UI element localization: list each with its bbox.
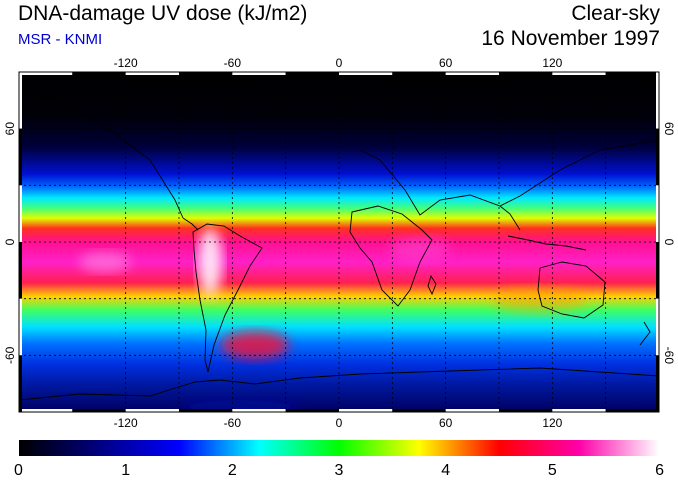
frame-band-top [125,72,179,75]
lon-tick-label-bottom: 120 [542,416,562,430]
frame-band-bottom [605,409,659,412]
south-america-outline [192,223,263,373]
map-title: DNA-damage UV dose (kJ/m2) [18,2,308,25]
lon-tick-label-bottom: -120 [114,416,138,430]
graticule [19,72,659,412]
lon-tick-label-top: 0 [336,56,343,70]
indonesia-outline [507,235,587,251]
frame-band-right [656,128,659,186]
frame-band-right [656,355,659,412]
lon-tick-label-top: -120 [114,56,138,70]
lat-tick-label-left: 60 [3,122,17,136]
north-america-outline [19,91,184,219]
colorbar-tick-label: 5 [548,462,557,479]
map-axes: -120 -120 -60 -60 0 0 60 60 120 120 60 60 0 0 -60 -60 [3,56,676,430]
frame-band-top [285,72,339,75]
frame-band-bottom [392,409,446,412]
frame-band-bottom [339,409,393,412]
frame-band-top [339,72,393,75]
frame-band-bottom [445,409,499,412]
colorbar-tick-label: 4 [441,462,450,479]
frame-band-bottom [125,409,179,412]
colorbar-tick-label: 1 [121,462,130,479]
lat-tick-label-left: 0 [3,238,17,245]
lat-tick-label-left: -60 [3,346,17,364]
frame-band-bottom [232,409,286,412]
lon-tick-label-bottom: 60 [439,416,453,430]
frame-band-top [445,72,499,75]
australia-outline [537,261,606,319]
map-subtitle: MSR - KNMI [18,31,103,48]
colorbar-tick-label: 3 [335,462,344,479]
southeast-asia-outline [499,205,521,231]
frame-band-top [605,72,659,75]
frame-band-right [656,298,659,356]
frame-band-right [656,185,659,242]
africa-outline [349,205,433,307]
frame-band-bottom [72,409,126,412]
colorbar-tick-label: 6 [655,462,664,479]
map-date: 16 November 1997 [481,27,660,50]
frame-band-top [232,72,286,75]
lat-tick-label-right: 60 [662,122,676,136]
map-border [18,71,660,413]
frame-band-left [19,242,22,299]
lat-tick-label-right: 0 [662,239,676,246]
frame-band-top [392,72,446,75]
coastlines [19,91,659,401]
frame-band-bottom [179,409,233,412]
lon-tick-label-bottom: -60 [224,416,242,430]
frame-band-left [19,72,22,129]
frame-band-bottom [499,409,553,412]
sky-condition: Clear-sky [571,2,660,25]
lon-tick-label-bottom: 0 [336,416,343,430]
lon-tick-label-top: 120 [542,56,562,70]
frame-band-right [656,242,659,299]
central-america-outline [182,217,199,231]
frame-band-left [19,355,22,412]
lon-tick-label-top: 60 [439,56,453,70]
lat-tick-label-right: -60 [662,347,676,365]
eurasia-outline [359,139,659,216]
frame-band-top [499,72,553,75]
frame-band-bottom [285,409,339,412]
frame-band-top [552,72,606,75]
frame-band-bottom [552,409,606,412]
madagascar-outline [427,274,437,296]
colorbar-labels: 0 1 2 3 4 5 6 [14,462,664,479]
frame-band-top [179,72,233,75]
lon-tick-label-top: -60 [224,56,242,70]
frame-band-top [19,72,73,75]
colorbar [19,440,659,456]
frame-band-bottom [19,409,73,412]
dose-patches [79,228,588,412]
frame-band-left [19,298,22,356]
frame-band-top [72,72,126,75]
colorbar-tick-label: 0 [14,462,23,479]
colorbar-tick-label: 2 [228,462,237,479]
antarctica-outline [19,367,659,401]
frame-band-left [19,128,22,186]
new-zealand-outline [639,321,651,346]
frame-band-right [656,72,659,129]
frame-band-left [19,185,22,242]
